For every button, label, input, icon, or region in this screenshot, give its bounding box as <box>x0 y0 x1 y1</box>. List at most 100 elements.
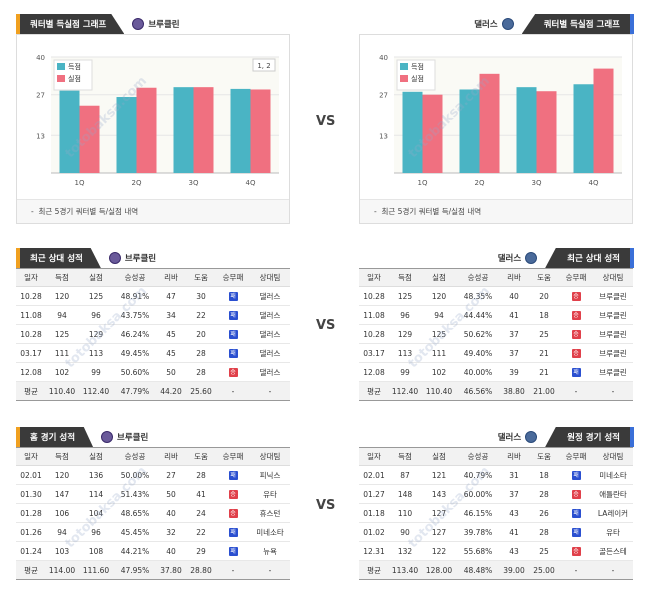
average-cell: 112.40 <box>389 381 421 401</box>
table-cell: 25 <box>529 541 559 561</box>
table-cell: 댈러스 <box>250 362 290 382</box>
table-cell: 승 <box>559 305 593 325</box>
table-cell: 110 <box>389 503 421 523</box>
bar-scored <box>402 91 423 173</box>
table-cell: 49.40% <box>457 343 499 363</box>
win-badge: 승 <box>571 311 581 320</box>
section-title: 홈 경기 성적 <box>16 427 94 447</box>
table-cell: 브루클린 <box>593 343 633 363</box>
table-cell: 피닉스 <box>250 465 290 485</box>
table-cell: 01.27 <box>359 484 389 504</box>
table-cell: 102 <box>46 362 78 382</box>
column-header: 승무패 <box>216 268 250 287</box>
average-cell: 110.40 <box>46 381 78 401</box>
dallas-logo-icon <box>501 18 514 30</box>
table-cell: 패 <box>216 305 250 325</box>
table-cell: 94 <box>46 522 78 542</box>
vs-label: VS <box>316 498 336 513</box>
loss-badge: 패 <box>228 471 238 480</box>
table-row: 01.27 148 143 60.00% 37 28 승 애틀란타 <box>359 484 633 504</box>
table-cell: 10.28 <box>359 286 389 306</box>
legend-label: 실점 <box>68 74 81 83</box>
table-cell: 03.17 <box>16 343 46 363</box>
table-cell: 41 <box>499 522 529 542</box>
column-header: 승무패 <box>216 447 250 466</box>
table-cell: 96 <box>78 305 114 325</box>
column-header: 리바 <box>499 268 529 287</box>
table-cell: 18 <box>529 305 559 325</box>
team-name: 브루클린 <box>117 433 149 443</box>
table-cell: 28 <box>529 522 559 542</box>
vs-label: VS <box>316 114 336 129</box>
table-row: 11.08 96 94 44.44% 41 18 승 브루클린 <box>359 305 633 325</box>
x-tick-label: 1Q <box>75 179 85 187</box>
average-cell: 평균 <box>16 560 46 580</box>
column-header: 상대팀 <box>250 268 290 287</box>
table-cell: 11.08 <box>16 305 46 325</box>
table-cell: 113 <box>78 343 114 363</box>
column-header: 상대팀 <box>593 268 633 287</box>
average-row: 평균 112.40 110.40 46.56% 38.80 21.00- - <box>359 381 633 401</box>
table-cell: 02.01 <box>359 465 389 485</box>
brooklyn-logo-icon <box>132 18 145 30</box>
y-tick-label: 27 <box>36 92 45 100</box>
table-row: 10.28 120 125 48.91% 47 30 패 댈러스 <box>16 286 290 306</box>
bar-scored <box>573 84 594 173</box>
table-row: 03.17 113 111 49.40% 37 21 승 브루클린 <box>359 343 633 363</box>
y-tick-label: 40 <box>379 54 388 62</box>
win-badge: 승 <box>571 292 581 301</box>
table-cell: 02.01 <box>16 465 46 485</box>
table-cell: 46.15% <box>457 503 499 523</box>
dallas-logo-icon <box>525 252 538 264</box>
average-cell: 38.80 <box>499 381 529 401</box>
average-cell: 25.60 <box>186 381 216 401</box>
table-cell: 40 <box>156 541 186 561</box>
column-header: 승무패 <box>559 447 593 466</box>
average-cell: 128.00 <box>421 560 457 580</box>
y-tick-label: 40 <box>36 54 45 62</box>
table-cell: 패 <box>216 541 250 561</box>
table-cell: 127 <box>421 522 457 542</box>
table-cell: 28 <box>186 343 216 363</box>
section-title: 쿼터별 득실점 그래프 <box>521 14 634 34</box>
table-cell: 111 <box>421 343 457 363</box>
bar-allowed <box>422 94 443 173</box>
table-cell: 51.43% <box>114 484 156 504</box>
table-cell: 20 <box>186 324 216 344</box>
table-cell: 43.75% <box>114 305 156 325</box>
column-header: 득점 <box>389 268 421 287</box>
table-cell: 22 <box>186 305 216 325</box>
table-cell: 03.17 <box>359 343 389 363</box>
quarter-chart-left: 13 27 40 1Q 2Q 3Q 4Q 득점 실점 1, 2 - 최근 5경기 쿼터별 득/실점… <box>16 34 290 224</box>
table-cell: 승 <box>559 541 593 561</box>
table-cell: 99 <box>78 362 114 382</box>
table-cell: 147 <box>46 484 78 504</box>
loss-badge: 패 <box>571 528 581 537</box>
column-header: 일자 <box>359 268 389 287</box>
table-cell: 104 <box>78 503 114 523</box>
table-cell: 유타 <box>250 484 290 504</box>
average-cell: 평균 <box>359 560 389 580</box>
table-row: 02.01 120 136 50.00% 27 28 패 피닉스 <box>16 465 290 485</box>
column-header: 득점 <box>46 268 78 287</box>
loss-badge: 패 <box>571 471 581 480</box>
table-cell: 브루클린 <box>593 324 633 344</box>
table-cell: 122 <box>421 541 457 561</box>
column-header: 상대팀 <box>250 447 290 466</box>
average-cell: - <box>559 560 593 580</box>
table-cell: 41 <box>499 305 529 325</box>
table-cell: 골든스테 <box>593 541 633 561</box>
loss-badge: 패 <box>228 528 238 537</box>
table-row: 01.02 90 127 39.78% 41 28 패 유타 <box>359 522 633 542</box>
table-cell: 94 <box>421 305 457 325</box>
column-header: 승무패 <box>559 268 593 287</box>
column-header: 도움 <box>529 447 559 466</box>
table-cell: 패 <box>216 324 250 344</box>
table-cell: 12.08 <box>359 362 389 382</box>
home-table-left: 일자 득점 실점 승성공 리바 도움 승무패 상대팀 02.01 120 136 50.00% 27 28… <box>16 447 290 580</box>
table-cell: 44.44% <box>457 305 499 325</box>
average-row: 평균 113.40 128.00 48.48% 39.00 25.00- - <box>359 560 633 580</box>
table-cell: 승 <box>216 503 250 523</box>
table-row: 12.08 102 99 50.60% 50 28 승 댈러스 <box>16 362 290 382</box>
